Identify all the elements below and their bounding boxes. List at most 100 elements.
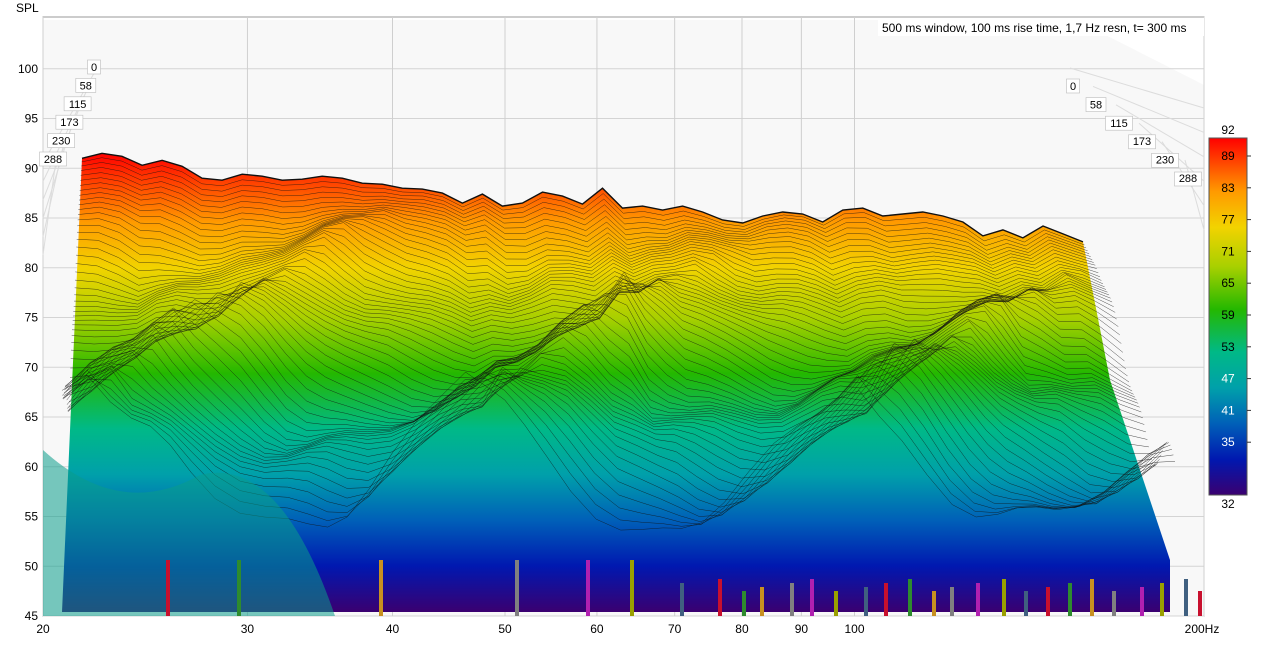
slice-line [70,284,1137,407]
time-tick-box [1066,78,1080,94]
decay-marker-bar [1002,579,1006,616]
time-gridline [1092,85,1205,133]
decay-marker-bar [1046,587,1050,616]
slice-line [76,228,1110,303]
decay-marker-bar [1160,583,1164,616]
colorbar-tick-label: 71 [1221,244,1235,258]
slice-line [80,177,1091,259]
slice-line [78,196,1097,273]
slice-line [75,236,1114,318]
slice-line [64,342,1163,503]
slice-line [79,192,1096,269]
decay-marker-bar [864,587,868,616]
y-tick-label: 80 [25,261,39,275]
settings-text: 500 ms window, 100 ms rise time, 1,7 Hz … [882,21,1186,35]
decay-marker-bar [742,591,746,616]
slice-line [63,359,1168,513]
x-tick-label: 200Hz [1185,622,1220,636]
colorbar-tick-label: 47 [1221,372,1235,386]
decay-marker-bar [950,587,954,616]
time-tick-box [87,59,101,75]
time-tick-label: 0 [91,62,97,74]
time-tick-label: 230 [52,136,70,148]
slice-line [75,230,1111,308]
decay-marker-bar [630,560,634,616]
slice-line [65,325,1157,482]
y-tick-label: 55 [25,510,39,524]
time-gridline [1138,122,1205,182]
waterfall-surface [43,152,1202,616]
time-tick-box [47,133,76,148]
slice-line [65,343,1160,494]
time-tick-box [1151,153,1179,168]
time-tick-labels-right: 0 58 115 173 230 288 [1066,78,1202,187]
time-gridline [1115,104,1205,158]
slice-line [65,334,1159,488]
slice-line [74,245,1116,324]
x-axis-tick-labels: 20 30 40 50 60 70 80 90 100 200Hz [36,622,1219,636]
slice-line [69,292,1142,415]
slice-line [69,292,1140,413]
slice-line [78,206,1100,280]
slice-line [70,282,1136,402]
surface-fill [62,153,1170,613]
decay-marker-bar [1024,591,1028,616]
slice-line [71,271,1133,392]
time-gridline [1184,159,1205,231]
slice-line [79,187,1094,266]
decay-marker-bar [810,579,814,616]
colorbar-max-label: 92 [1221,123,1235,137]
time-tick-label: 288 [44,154,62,166]
colorbar [1208,137,1248,496]
slice-line [68,299,1146,433]
time-gridline [42,159,57,256]
slice-line [76,220,1107,295]
slice-line [70,277,1134,397]
settings-box [878,18,1204,36]
slice-line [71,274,1131,388]
slice-line [63,364,1169,517]
slice-line [80,172,1090,255]
time-tick-labels-left: 0 58 115 173 230 288 [39,59,101,167]
colorbar-tick-labels: 89 83 77 71 65 59 53 47 41 35 [1221,149,1251,449]
slice-line [78,201,1099,276]
decay-marker-bar [1068,583,1072,616]
time-tick-box [63,96,92,112]
decay-marker-bar [586,560,590,616]
slice-line [68,297,1143,419]
slice-lines [61,157,1176,531]
slice-line [66,308,1153,463]
time-tick-label: 173 [1133,136,1151,148]
time-tick-box [1174,171,1202,187]
x-tick-label: 90 [795,622,809,636]
slice-line [74,249,1117,331]
slice-line [64,347,1162,500]
x-tick-label: 20 [36,622,50,636]
colorbar-min-label: 32 [1221,497,1235,511]
time-tick-box [55,114,84,130]
slice-line [81,162,1087,249]
colorbar-tick-label: 83 [1221,181,1235,195]
y-tick-label: 100 [18,62,38,76]
decay-marker-bar [760,587,764,616]
slice-line [69,288,1139,411]
decay-marker-bar [515,560,519,616]
decay-marker-bar [790,583,794,616]
time-tick-label: 0 [1070,81,1076,93]
slice-line [68,302,1145,425]
colorbar-tick-label: 35 [1221,435,1235,449]
decay-markers [166,560,1202,616]
decay-marker-bar [166,560,170,616]
y-axis-tick-labels: 45 50 55 60 65 70 75 80 85 90 95 100 [18,62,38,623]
y-tick-label: 50 [25,559,39,573]
y-tick-label: 95 [25,112,39,126]
time-tick-label: 115 [1110,118,1128,130]
time-tick-box [39,151,67,167]
slice-line [77,219,1105,291]
decay-marker-bar [908,579,912,616]
decay-marker-bar [379,560,383,616]
slice-line [76,222,1108,299]
colorbar-tick-label: 77 [1221,213,1235,227]
slice-line [77,212,1102,284]
